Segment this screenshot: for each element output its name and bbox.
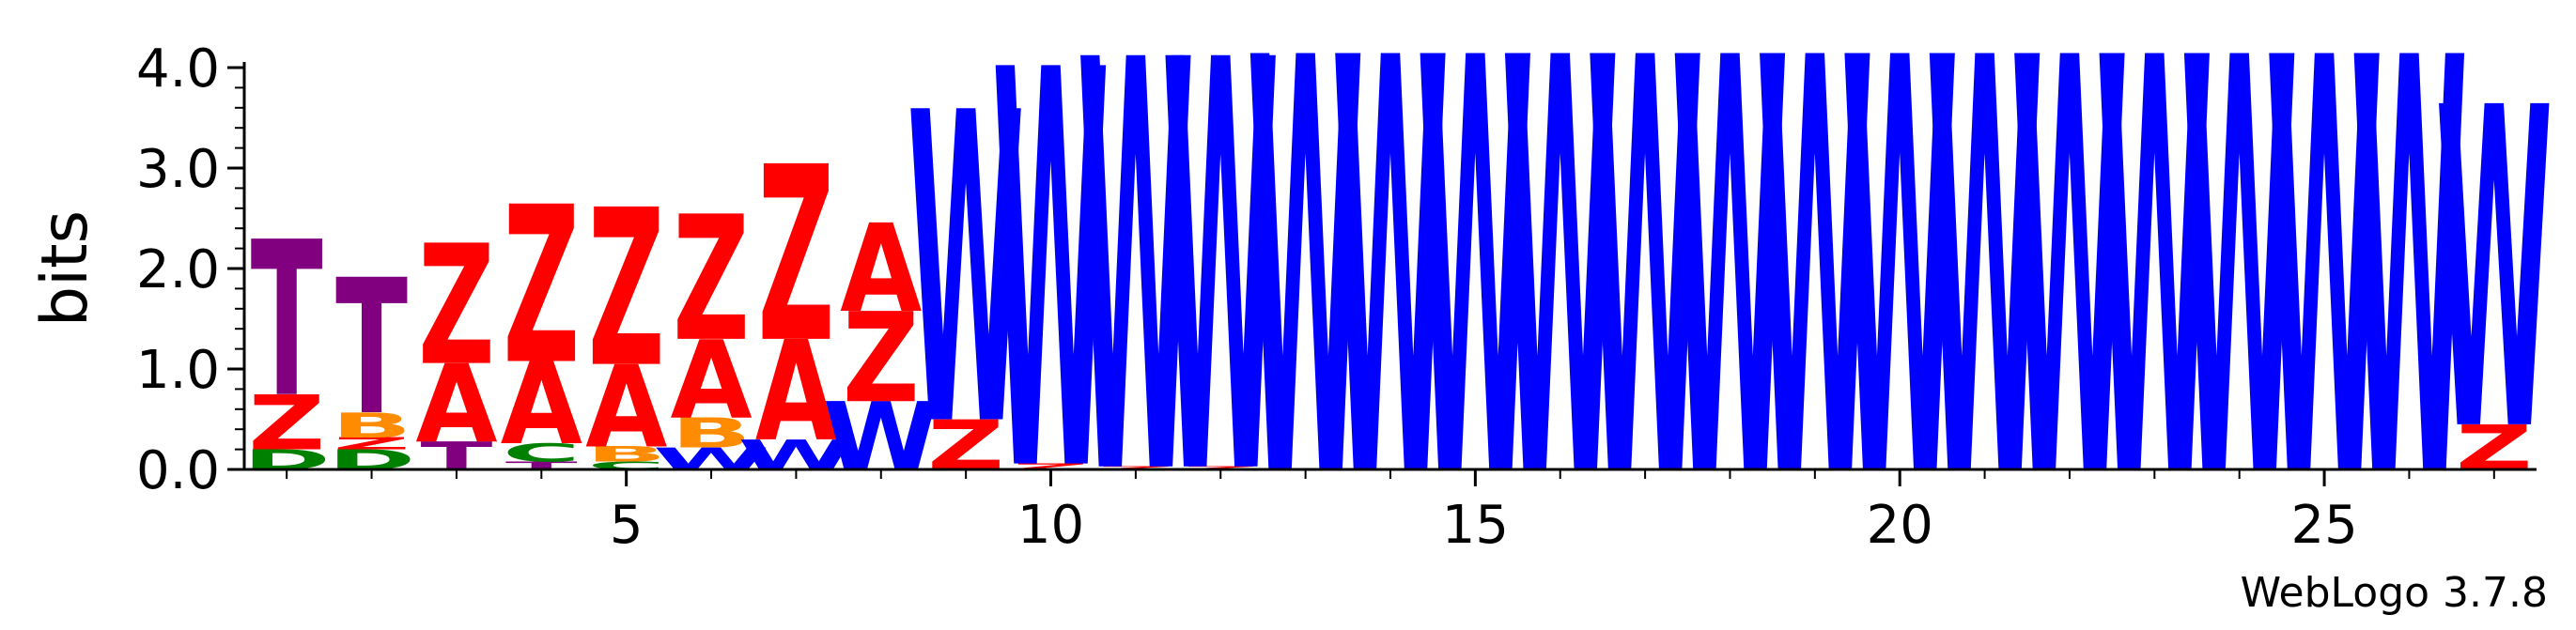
glyph-z: Z [673,179,750,379]
glyph-w: W [1417,0,1533,606]
glyph-z: Z [503,161,580,412]
glyph-a: A [670,318,752,443]
glyph-w: W [2011,0,2128,606]
axes-layer: 0.0 1.0 2.0 3.0 4.0 5 10 15 20 25 [136,38,2537,556]
x-tick-label: 10 [1017,495,1084,556]
glyph-w: W [1841,0,1958,606]
glyph-w: W [908,24,1024,520]
y-axis-label: bits [28,210,102,327]
x-tick-label: 25 [2290,495,2357,556]
y-axis-ticks: 0.0 1.0 2.0 3.0 4.0 [136,38,244,501]
glyph-z: Z [248,380,325,469]
glyph-z: Z [1097,466,1174,470]
glyph-c: C [503,438,581,468]
glyph-w: W [1162,0,1279,600]
glyph-w: W [1757,0,1873,606]
glyph-a: A [755,312,837,471]
glyph-z: Z [758,115,835,396]
y-tick-label: 0.0 [136,440,220,501]
glyph-w: W [2351,0,2467,606]
glyph-a: A [585,343,667,473]
glyph-w: W [2266,0,2382,606]
glyph-w: W [1671,0,1788,606]
glyph-z: Z [1013,462,1090,471]
glyph-w: W [992,0,1109,592]
glyph-b: B [332,406,412,446]
x-tick-label: 15 [1442,495,1509,556]
glyph-w: W [1332,0,1449,606]
glyph-z: Z [1182,466,1259,470]
glyph-a: A [415,342,497,467]
glyph-w: W [2436,16,2553,529]
glyph-b: B [586,442,667,466]
y-tick-label: 3.0 [136,139,220,200]
glyph-w: W [2181,0,2298,606]
glyph-z: Z [843,286,920,431]
glyph-z: Z [418,209,495,402]
x-tick-label: 5 [610,495,644,556]
glyph-layer: DZTDZBTTAZTCAZCBAZWBAZWAZWZAZWZWZWZWWWWW… [242,0,2553,606]
glyph-a: A [501,340,582,470]
glyph-w: W [1587,0,1703,606]
y-tick-label: 4.0 [136,38,220,100]
glyph-t: T [251,198,323,446]
glyph-z: Z [334,434,411,453]
x-axis-ticks: 5 10 15 20 25 [286,469,2495,556]
weblogo-version-footer: WebLogo 3.7.8 [2241,569,2548,617]
glyph-w: W [1247,0,1363,606]
glyph-w: W [1078,0,1194,600]
y-tick-label: 2.0 [136,239,220,300]
glyph-w: W [2096,0,2212,606]
glyph-w: W [1502,0,1619,606]
glyph-w: W [1926,0,2042,606]
glyph-z: Z [588,163,665,415]
glyph-t: T [335,240,408,456]
glyph-b: B [671,409,752,457]
glyph-a: A [840,199,922,340]
y-tick-label: 1.0 [136,340,220,401]
x-tick-label: 20 [1867,495,1933,556]
